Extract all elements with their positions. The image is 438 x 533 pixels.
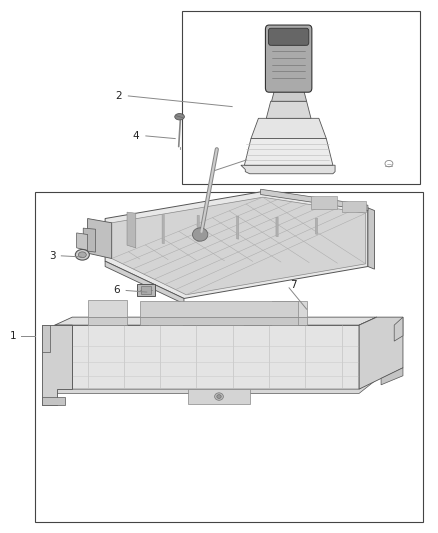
Polygon shape xyxy=(42,397,65,405)
Polygon shape xyxy=(72,325,359,389)
Polygon shape xyxy=(359,317,403,389)
Polygon shape xyxy=(272,301,307,317)
Polygon shape xyxy=(140,301,298,317)
Text: 5: 5 xyxy=(251,155,258,165)
Ellipse shape xyxy=(78,252,86,258)
Polygon shape xyxy=(272,88,307,101)
Bar xyxy=(182,11,420,184)
Text: 2: 2 xyxy=(115,91,122,101)
Polygon shape xyxy=(77,233,88,251)
Polygon shape xyxy=(88,300,127,317)
Polygon shape xyxy=(241,165,335,174)
Polygon shape xyxy=(137,284,155,296)
Polygon shape xyxy=(149,317,182,325)
Polygon shape xyxy=(276,217,278,237)
Polygon shape xyxy=(42,325,72,405)
Polygon shape xyxy=(127,212,136,248)
Text: 7: 7 xyxy=(290,280,297,290)
Polygon shape xyxy=(42,325,50,352)
Polygon shape xyxy=(210,317,243,325)
Text: 4: 4 xyxy=(132,131,139,141)
Polygon shape xyxy=(251,118,326,139)
Polygon shape xyxy=(105,192,368,298)
Polygon shape xyxy=(141,286,151,294)
Polygon shape xyxy=(381,368,403,385)
FancyBboxPatch shape xyxy=(268,28,309,45)
Polygon shape xyxy=(237,216,239,239)
FancyBboxPatch shape xyxy=(265,25,312,92)
Polygon shape xyxy=(315,218,318,235)
Text: 1: 1 xyxy=(10,331,17,341)
Polygon shape xyxy=(266,101,311,118)
Polygon shape xyxy=(55,317,377,325)
Polygon shape xyxy=(149,302,182,317)
Polygon shape xyxy=(210,302,243,317)
Polygon shape xyxy=(342,201,366,212)
Polygon shape xyxy=(88,219,112,259)
Polygon shape xyxy=(162,214,164,244)
Polygon shape xyxy=(272,317,307,325)
Polygon shape xyxy=(368,208,374,269)
Polygon shape xyxy=(140,317,298,325)
Ellipse shape xyxy=(192,228,208,241)
Bar xyxy=(188,389,250,404)
Polygon shape xyxy=(88,317,127,325)
Ellipse shape xyxy=(215,393,223,400)
Polygon shape xyxy=(261,189,368,211)
Polygon shape xyxy=(244,139,333,165)
Polygon shape xyxy=(83,228,95,252)
Polygon shape xyxy=(55,325,72,389)
Polygon shape xyxy=(105,261,184,304)
Text: 6: 6 xyxy=(113,286,120,295)
Ellipse shape xyxy=(175,114,184,120)
Polygon shape xyxy=(55,376,377,393)
Bar xyxy=(35,192,423,522)
Polygon shape xyxy=(311,196,337,209)
Text: 3: 3 xyxy=(49,251,56,261)
Ellipse shape xyxy=(217,394,221,399)
Polygon shape xyxy=(112,197,366,295)
Polygon shape xyxy=(197,215,199,241)
Polygon shape xyxy=(359,317,377,389)
Polygon shape xyxy=(394,317,403,341)
Ellipse shape xyxy=(75,249,89,260)
